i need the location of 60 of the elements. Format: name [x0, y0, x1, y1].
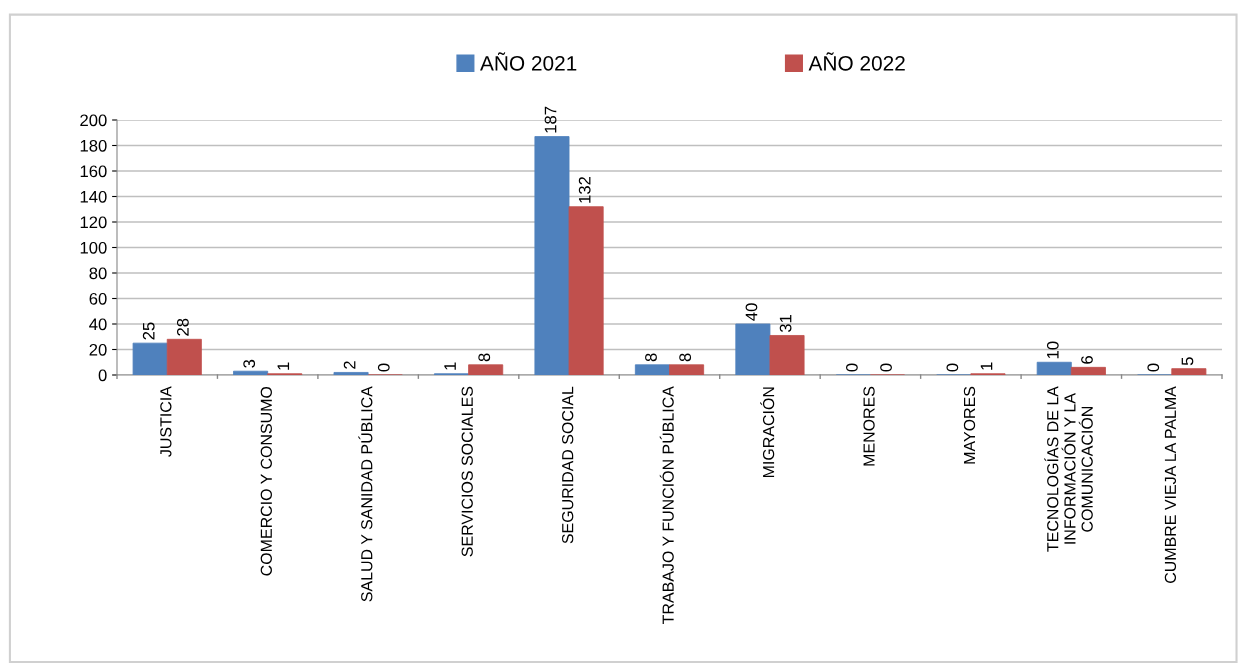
y-tick-label: 40: [89, 318, 107, 331]
data-label: 6: [1081, 356, 1093, 364]
data-label: 40: [745, 303, 758, 321]
data-label: 1: [277, 362, 290, 370]
bar: [132, 342, 168, 375]
data-label: 31: [779, 314, 792, 333]
x-tick-label: CUMBRE VIEJA LA PALMA: [1164, 386, 1177, 583]
bar: [1036, 361, 1072, 375]
data-label: 1: [980, 362, 993, 370]
x-tick-label: MAYORES: [963, 386, 976, 464]
x-tick-label: COMERCIO Y CONSUMO: [260, 386, 272, 576]
bar: [568, 206, 604, 375]
data-label: 10: [1046, 341, 1059, 359]
legend-label: AÑO 2021: [480, 52, 577, 71]
data-label: 0: [1147, 363, 1160, 372]
x-tick-label: MIGRACIÓN: [760, 387, 775, 478]
bar: [534, 136, 570, 375]
x-tick-label: SALUD Y SANIDAD PÚBLICA: [358, 386, 373, 602]
x-tick-label: SERVICIOS SOCIALES: [461, 386, 473, 557]
data-label: 2: [343, 361, 356, 369]
bar: [468, 364, 504, 375]
data-label: 8: [645, 353, 657, 362]
data-label: 0: [377, 363, 390, 372]
x-tick-label: MENORES: [863, 386, 875, 466]
y-tick-label: 160: [80, 165, 107, 178]
data-label: 1: [444, 362, 456, 370]
data-label: 3: [243, 359, 256, 368]
bar: [1070, 366, 1106, 375]
y-tick-label: 60: [89, 292, 107, 305]
data-label: 0: [880, 363, 892, 372]
y-tick-label: 100: [80, 241, 107, 254]
y-tick-label: 0: [98, 369, 107, 382]
data-label: 0: [846, 363, 858, 372]
x-tick-label: TECNOLOGÍAS DE LA INFORMACIÓN Y LA COMUNICACIÓN: [1044, 386, 1093, 552]
data-label: 8: [679, 353, 692, 362]
y-tick-label: 20: [89, 343, 107, 356]
data-label: 132: [578, 176, 591, 203]
y-tick-label: 200: [80, 114, 107, 127]
bar: [1171, 368, 1207, 375]
y-tick-label: 120: [80, 216, 107, 229]
x-tick-label: JUSTICIA: [160, 386, 172, 457]
bar: [669, 364, 705, 375]
x-tick-label: TRABAJO Y FUNCIÓN PÚBLICA: [659, 386, 674, 624]
bar: [333, 372, 369, 375]
y-tick-label: 140: [80, 190, 107, 203]
data-label: 187: [544, 106, 557, 133]
data-label: 25: [142, 322, 155, 340]
data-label: 8: [478, 353, 491, 362]
data-label: 5: [1181, 357, 1194, 366]
y-tick-label: 180: [80, 139, 107, 152]
y-tick-label: 80: [89, 267, 107, 280]
bar: [166, 338, 202, 375]
bar: [735, 323, 771, 375]
bar: [634, 364, 670, 375]
x-tick-label: SEGURIDAD SOCIAL: [562, 386, 574, 544]
data-label: 0: [946, 363, 959, 372]
data-label: 28: [176, 318, 189, 336]
legend-label: AÑO 2022: [808, 52, 905, 71]
bar: [769, 335, 805, 375]
bar: [233, 370, 269, 375]
